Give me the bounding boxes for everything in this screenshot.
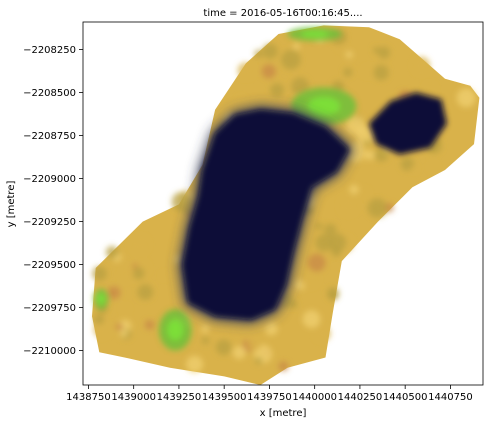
x-axis-ticks: 1438750 1439000 1439250 1439500 1439750 14400… [66,385,473,403]
chart-title: time = 2016-05-16T00:16:45.... [203,8,362,19]
y-tick-label: −2209750 [23,303,76,314]
land-speckle [337,43,345,51]
land-speckle [201,324,210,333]
land-speckle [328,233,347,252]
land-speckle [247,336,262,351]
land-speckle [105,246,119,259]
land-speckle [291,77,309,96]
y-tick-label: −2209000 [23,174,76,185]
land-speckle [124,265,135,276]
x-tick-label: 1440000 [292,392,337,403]
land-speckle [302,310,321,328]
land-speckle [412,56,430,74]
land-speckle [132,267,145,280]
land-speckle [424,83,436,95]
land-speckle [281,49,301,70]
vegetation-core [307,96,341,116]
plot-frame [82,21,484,386]
land-speckle [324,223,337,237]
land-speckle [144,319,155,330]
y-axis-ticks: −2208250 −2208500 −2208750 −2209000 −2209250… [23,45,83,357]
land-speckle [377,46,391,59]
land-speckle [374,147,389,162]
land-speckle [429,162,438,171]
y-tick-label: −2208500 [23,88,76,99]
land-speckle [115,323,124,331]
x-axis-label: x [metre] [260,408,307,419]
land-speckle [207,318,226,338]
y-axis-label: y [metre] [6,181,17,228]
land-speckle [137,284,154,300]
land-speckle [92,266,107,281]
land-speckle [362,65,374,77]
satellite-image [92,25,480,385]
land-speckle [345,50,353,59]
land-speckle [261,64,276,79]
land-speckle [171,191,192,212]
land-speckle [293,42,301,50]
land-speckle [232,345,246,360]
land-speckle [456,88,476,108]
x-tick-label: 1439000 [111,392,156,403]
land-speckle [367,198,387,218]
y-tick-label: −2209500 [23,260,76,271]
land-speckle [361,188,369,196]
land-speckle [349,184,359,195]
land-speckle [307,253,326,272]
x-tick-label: 1438750 [66,392,111,403]
land-speckle [201,336,210,345]
vegetation-core [97,293,105,305]
land-speckle [363,139,371,147]
vegetation-layer [93,27,357,351]
land-speckle [345,115,365,135]
lake-main [182,109,350,320]
land-speckle [315,222,323,230]
land-speckle [270,83,285,98]
land-speckle [215,339,232,356]
land-speckle [373,46,380,54]
land-speckle [107,286,121,300]
land-speckle [119,329,128,338]
land-speckle [93,321,110,338]
x-tick-label: 1439750 [247,392,292,403]
x-tick-label: 1440500 [383,392,428,403]
y-tick-label: −2210000 [23,346,76,357]
land-speckle [262,43,278,59]
land-speckle [131,235,149,254]
land-speckle [339,196,358,215]
land-speckle [410,165,417,173]
land-speckle [315,234,333,252]
land-speckle [94,314,105,325]
y-tick-label: −2208250 [23,45,76,56]
land-speckle [121,305,130,314]
land-speckle [400,157,415,171]
land-speckle [237,62,254,79]
land-speckle [343,67,353,77]
land-speckle [300,270,319,288]
y-tick-label: −2208750 [23,131,76,142]
x-tick-label: 1440250 [338,392,383,403]
land-speckle [236,96,245,105]
x-tick-label: 1439500 [202,392,247,403]
land-speckle [254,357,263,365]
y-tick-label: −2209250 [23,217,76,228]
land-speckle [254,49,263,59]
land-speckle [278,361,289,372]
land-speckle [373,65,389,81]
land-speckle [315,325,331,342]
vegetation-core [301,30,329,38]
land-speckle [327,287,340,300]
x-tick-label: 1439250 [157,392,202,403]
land-speckle [186,355,204,373]
vegetation-core [167,319,184,341]
lake-east [369,92,447,155]
land-speckle [161,272,168,279]
land-speckle [290,300,298,309]
x-tick-label: 1440750 [428,392,473,403]
land-speckle [364,150,375,161]
